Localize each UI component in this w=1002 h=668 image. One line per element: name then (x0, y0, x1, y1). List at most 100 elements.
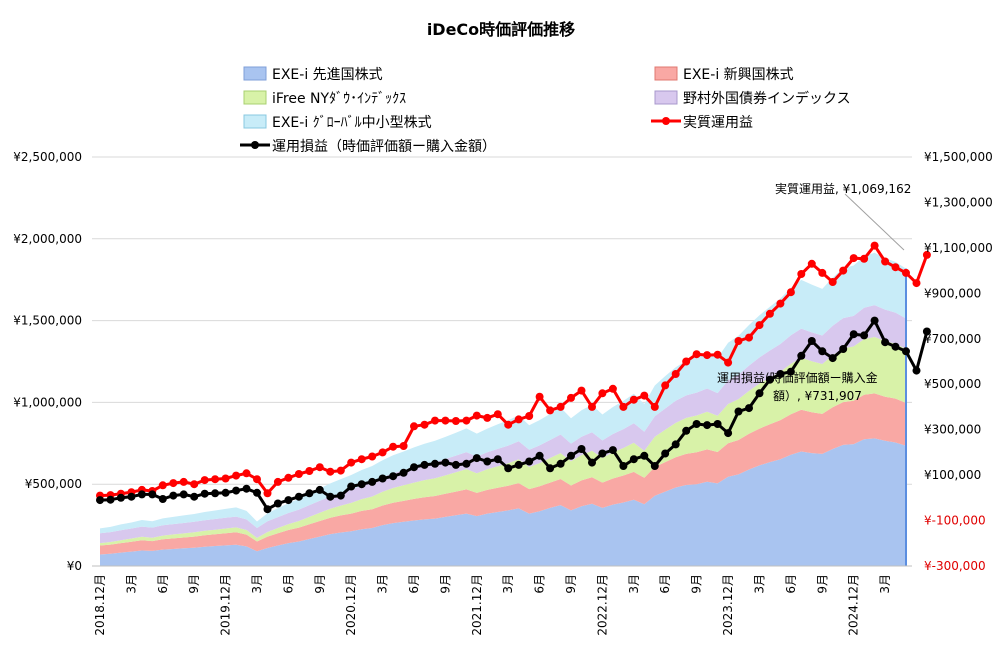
legend-swatch-nomura (654, 90, 678, 105)
line-point-1 (546, 464, 555, 473)
legend-swatch-ifree (243, 90, 267, 105)
line-point-1 (755, 389, 764, 398)
line-point-1 (776, 370, 785, 378)
annotation-unrealized-line1: 運用損益(時価評価額ー購入金 (717, 370, 878, 385)
legend-label-real: 実質運用益 (683, 115, 753, 131)
y-left-tick-label: ¥2,000,000 (13, 232, 82, 246)
y-left-tick-label: ¥1,000,000 (13, 395, 82, 409)
x-tick-label: 3月 (376, 574, 390, 594)
y-right-tick-label: ¥500,000 (924, 377, 981, 391)
line-point-1 (399, 468, 408, 477)
x-tick-label: 3月 (250, 574, 264, 594)
line-point-1 (179, 490, 188, 499)
x-axis: 2018.12月 3月 6月 9月 2019.12月 3月 6月 9月 2020.12月 3月 6月… (92, 565, 912, 636)
x-tick-label: 9月 (564, 574, 578, 594)
x-tick-label: 2023.12月 (721, 574, 735, 636)
line-point-1 (137, 490, 146, 499)
line-point-1 (273, 499, 282, 508)
line-point-0 (902, 268, 910, 277)
line-point-0 (221, 474, 230, 483)
y-left-tick-label: ¥500,000 (25, 477, 82, 491)
line-point-0 (567, 393, 575, 402)
line-point-0 (755, 321, 764, 330)
line-point-1 (200, 489, 209, 498)
line-point-0 (336, 466, 345, 475)
x-tick-label: 3月 (627, 574, 641, 594)
x-tick-label: 6月 (281, 574, 295, 594)
line-point-0 (828, 278, 837, 286)
line-point-0 (441, 416, 450, 425)
x-tick-label: 3月 (501, 574, 515, 594)
line-point-1 (567, 451, 575, 460)
line-point-1 (745, 404, 753, 413)
line-point-0 (347, 458, 356, 467)
line-point-1 (870, 316, 879, 325)
legend-label-exe-glob: EXE-i ｸﾞﾛｰﾊﾞﾙ中小型株式 (272, 115, 432, 131)
line-point-0 (650, 402, 659, 411)
line-point-1 (158, 495, 167, 503)
line-point-0 (556, 402, 565, 411)
line-point-0 (242, 469, 251, 478)
line-point-1 (336, 491, 345, 500)
x-tick-label: 6月 (156, 574, 170, 594)
x-tick-label: 3月 (878, 574, 892, 594)
line-point-1 (556, 459, 565, 468)
line-point-0 (420, 420, 429, 429)
line-point-0 (745, 333, 753, 342)
x-tick-label: 3月 (752, 574, 766, 594)
line-point-1 (106, 495, 115, 504)
legend-marker-unrealized (251, 141, 259, 149)
line-point-1 (451, 460, 460, 469)
line-point-0 (431, 416, 439, 425)
line-point-0 (797, 270, 806, 278)
y-right-tick-label: ¥1,100,000 (924, 241, 993, 255)
line-point-1 (368, 477, 377, 486)
x-tick-label: 9月 (690, 574, 704, 594)
legend-label-nomura: 野村外国債券インデックス (683, 90, 851, 107)
line-point-0 (253, 475, 261, 484)
y-right-tick-label: ¥1,500,000 (924, 150, 993, 164)
legend-label-unrealized: 運用損益（時価評価額ー購入金額） (272, 139, 496, 155)
line-point-0 (190, 480, 199, 489)
line-point-0 (577, 386, 586, 395)
line-point-0 (881, 257, 890, 266)
x-tick-label: 2024.12月 (847, 574, 861, 636)
line-point-0 (158, 481, 167, 490)
line-point-1 (211, 489, 220, 498)
line-point-1 (682, 426, 691, 435)
line-point-1 (315, 485, 324, 494)
line-point-0 (922, 250, 931, 259)
x-tick-label: 9月 (815, 574, 829, 594)
line-point-1 (692, 420, 701, 428)
y-left-tick-label: ¥1,500,000 (13, 314, 82, 328)
legend-label-ifree: iFree NYﾀﾞｳ･ｲﾝﾃﾞｯｸｽ (272, 91, 406, 107)
line-point-0 (179, 477, 188, 486)
line-point-0 (169, 479, 178, 488)
y-left-tick-label: ¥2,500,000 (13, 150, 82, 164)
line-point-0 (724, 358, 733, 367)
x-tick-label: 3月 (124, 574, 138, 594)
legend-swatch-exe-adv (243, 66, 267, 81)
line-point-0 (535, 392, 544, 401)
line-point-1 (525, 457, 534, 466)
line-point-0 (368, 452, 377, 461)
line-point-0 (849, 254, 858, 263)
y-axis-right: ¥-300,000 ¥-100,000 ¥100,000 ¥300,000 ¥500,0… (924, 150, 993, 573)
line-point-1 (671, 440, 680, 449)
y-axis-left: ¥0 ¥500,000 ¥1,000,000 ¥1,500,000 ¥2,000,000… (13, 150, 82, 573)
line-point-1 (410, 463, 418, 472)
legend-swatch-exe-glob (243, 114, 267, 129)
line-point-0 (786, 288, 795, 297)
line-point-0 (493, 410, 502, 419)
x-tick-label: 2022.12月 (595, 574, 609, 636)
line-point-1 (807, 337, 816, 345)
y-left-tick-label: ¥0 (67, 559, 82, 573)
x-tick-label: 2019.12月 (219, 574, 233, 636)
y-right-tick-label: ¥1,300,000 (924, 195, 993, 209)
line-point-0 (315, 463, 324, 472)
x-tick-label: 2018.12月 (93, 574, 107, 636)
line-point-0 (912, 279, 921, 288)
line-point-0 (682, 357, 691, 366)
line-point-1 (786, 367, 795, 376)
